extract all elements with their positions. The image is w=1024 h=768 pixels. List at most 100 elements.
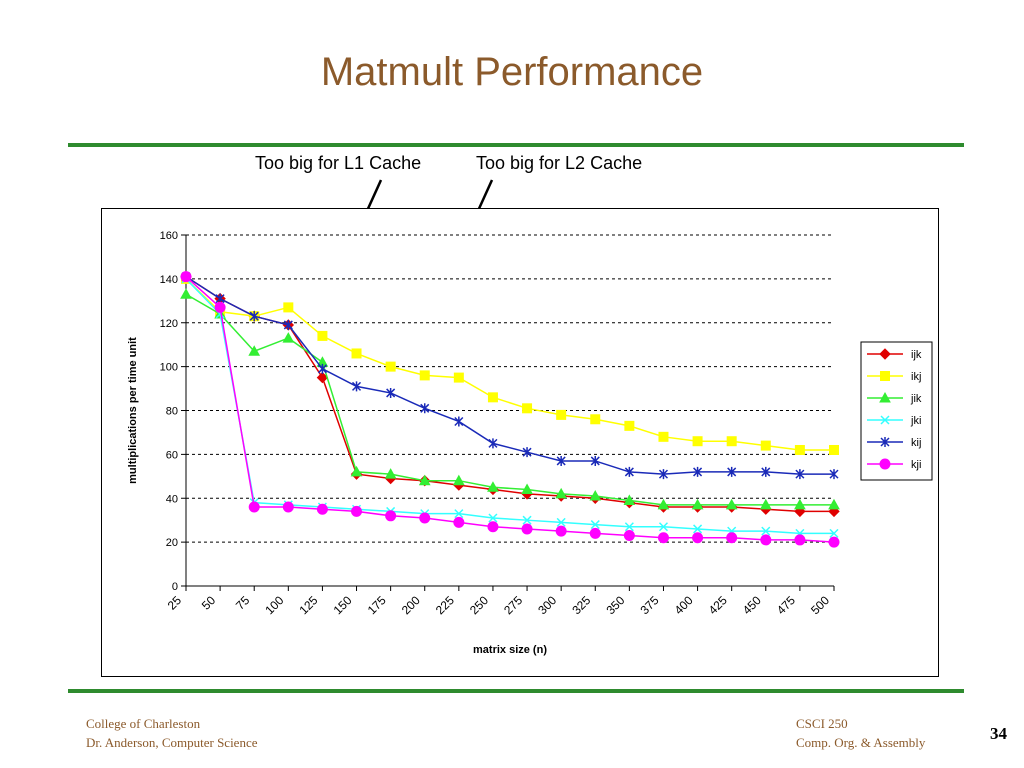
- data-point-jki: [488, 513, 498, 523]
- data-point-kji: [794, 534, 806, 546]
- footer-author: Dr. Anderson, Computer Science: [86, 735, 258, 750]
- x-tick-label: 500: [808, 593, 832, 617]
- data-point-kji: [623, 530, 635, 542]
- data-point-kij: [351, 381, 362, 392]
- y-tick-label: 100: [160, 362, 178, 374]
- data-point-jki: [624, 522, 634, 532]
- y-tick-label: 60: [166, 449, 178, 461]
- data-point-ikj: [726, 436, 737, 447]
- x-tick-label: 300: [535, 593, 559, 617]
- footer-college: College of Charleston: [86, 716, 201, 731]
- x-tick-label: 25: [165, 593, 185, 613]
- data-point-jki: [522, 515, 532, 525]
- legend-marker-kij: [880, 437, 890, 447]
- series-ijk: [180, 270, 840, 518]
- data-point-ikj: [317, 330, 328, 341]
- x-tick-label: 175: [365, 593, 389, 617]
- data-point-jik: [589, 490, 602, 501]
- legend-marker-jki: [880, 415, 890, 425]
- footer-course: CSCI 250: [796, 716, 848, 731]
- data-point-kij: [454, 416, 464, 427]
- y-tick-label: 160: [160, 230, 178, 242]
- series-line-kji: [185, 276, 835, 543]
- y-tick-label: 20: [166, 537, 178, 549]
- data-point-jik: [418, 474, 431, 486]
- x-tick-label: 450: [740, 593, 764, 617]
- data-point-kij: [795, 469, 805, 480]
- x-tick-label: 125: [296, 593, 320, 617]
- data-point-jik: [282, 332, 295, 343]
- data-point-kij: [386, 387, 396, 398]
- legend-marker-kji: [879, 458, 891, 470]
- data-point-ikj: [419, 370, 430, 381]
- data-point-kji: [282, 501, 294, 513]
- data-point-kji: [180, 271, 192, 283]
- x-tick-label: 325: [569, 593, 593, 617]
- data-point-kji: [555, 525, 567, 537]
- data-point-kji: [453, 516, 465, 528]
- data-point-kji: [419, 512, 431, 524]
- data-point-jki: [556, 517, 566, 527]
- annotation-l1-cache: Too big for L1 Cache: [255, 153, 422, 173]
- data-point-ikj: [794, 444, 805, 455]
- data-point-kij: [249, 311, 259, 322]
- data-point-jik: [384, 468, 397, 479]
- series-line-ikj: [185, 278, 834, 451]
- legend-label: jik: [910, 393, 922, 405]
- bottom-divider: [68, 689, 964, 693]
- data-point-ikj: [522, 403, 533, 414]
- legend-label: ikj: [911, 371, 921, 383]
- y-tick-label: 80: [166, 406, 178, 418]
- data-point-kij: [624, 466, 634, 477]
- data-point-ikj: [385, 361, 396, 372]
- data-point-jik: [555, 487, 568, 499]
- data-point-kji: [726, 532, 738, 544]
- data-point-kij: [727, 466, 737, 477]
- data-point-jki: [658, 522, 669, 532]
- data-point-kji: [316, 503, 328, 515]
- data-point-kji: [760, 534, 772, 546]
- series-ikj: [181, 273, 839, 455]
- x-tick-label: 150: [331, 593, 355, 617]
- legend: ijk ikj jik jki kij kji: [860, 341, 933, 481]
- data-point-kij: [420, 403, 430, 414]
- data-point-ikj: [283, 302, 294, 313]
- data-point-kji: [214, 301, 226, 313]
- data-point-kji: [589, 527, 601, 539]
- y-tick-label: 140: [160, 274, 178, 286]
- data-point-kji: [657, 532, 669, 544]
- data-point-kij: [658, 469, 669, 480]
- legend-label: ijk: [911, 349, 922, 361]
- data-point-ikj: [590, 414, 601, 425]
- x-tick-label: 50: [199, 593, 219, 613]
- data-point-kji: [521, 523, 533, 535]
- data-point-kij: [693, 466, 703, 477]
- data-point-ikj: [760, 440, 771, 451]
- data-point-jik: [623, 494, 636, 505]
- data-point-jki: [454, 509, 464, 519]
- data-point-jik: [725, 498, 738, 510]
- data-point-jik: [180, 288, 192, 299]
- legend-box: [860, 341, 933, 481]
- performance-chart: 0 20 40 60 80 100 120 140 160 25 50 75 100 125 150 175 2…: [127, 230, 933, 656]
- chart-frame: 0 20 40 60 80 100 120 140 160 25 50 75 100 125 150 175 2…: [101, 208, 939, 677]
- data-point-jki: [761, 526, 771, 536]
- footer-course-name: Comp. Org. & Assembly: [796, 735, 926, 750]
- data-point-kij: [829, 469, 839, 480]
- data-point-ikj: [351, 348, 362, 359]
- top-divider: [68, 143, 964, 147]
- legend-label: kij: [911, 437, 921, 449]
- footer-right: CSCI 250 Comp. Org. & Assembly: [796, 714, 925, 752]
- data-point-ikj: [624, 420, 635, 431]
- data-point-kij: [488, 438, 498, 449]
- page-number: 34: [990, 724, 1007, 743]
- data-point-kji: [487, 521, 499, 533]
- x-tick-label: 100: [262, 593, 286, 617]
- footer-left: College of Charleston Dr. Anderson, Comp…: [86, 714, 258, 752]
- x-tick-label: 200: [399, 593, 423, 617]
- y-tick-label: 120: [160, 318, 178, 330]
- data-point-jik: [691, 498, 704, 510]
- data-point-ijk: [316, 371, 329, 384]
- legend-marker-ikj: [880, 371, 890, 381]
- series-line-jki: [185, 278, 834, 535]
